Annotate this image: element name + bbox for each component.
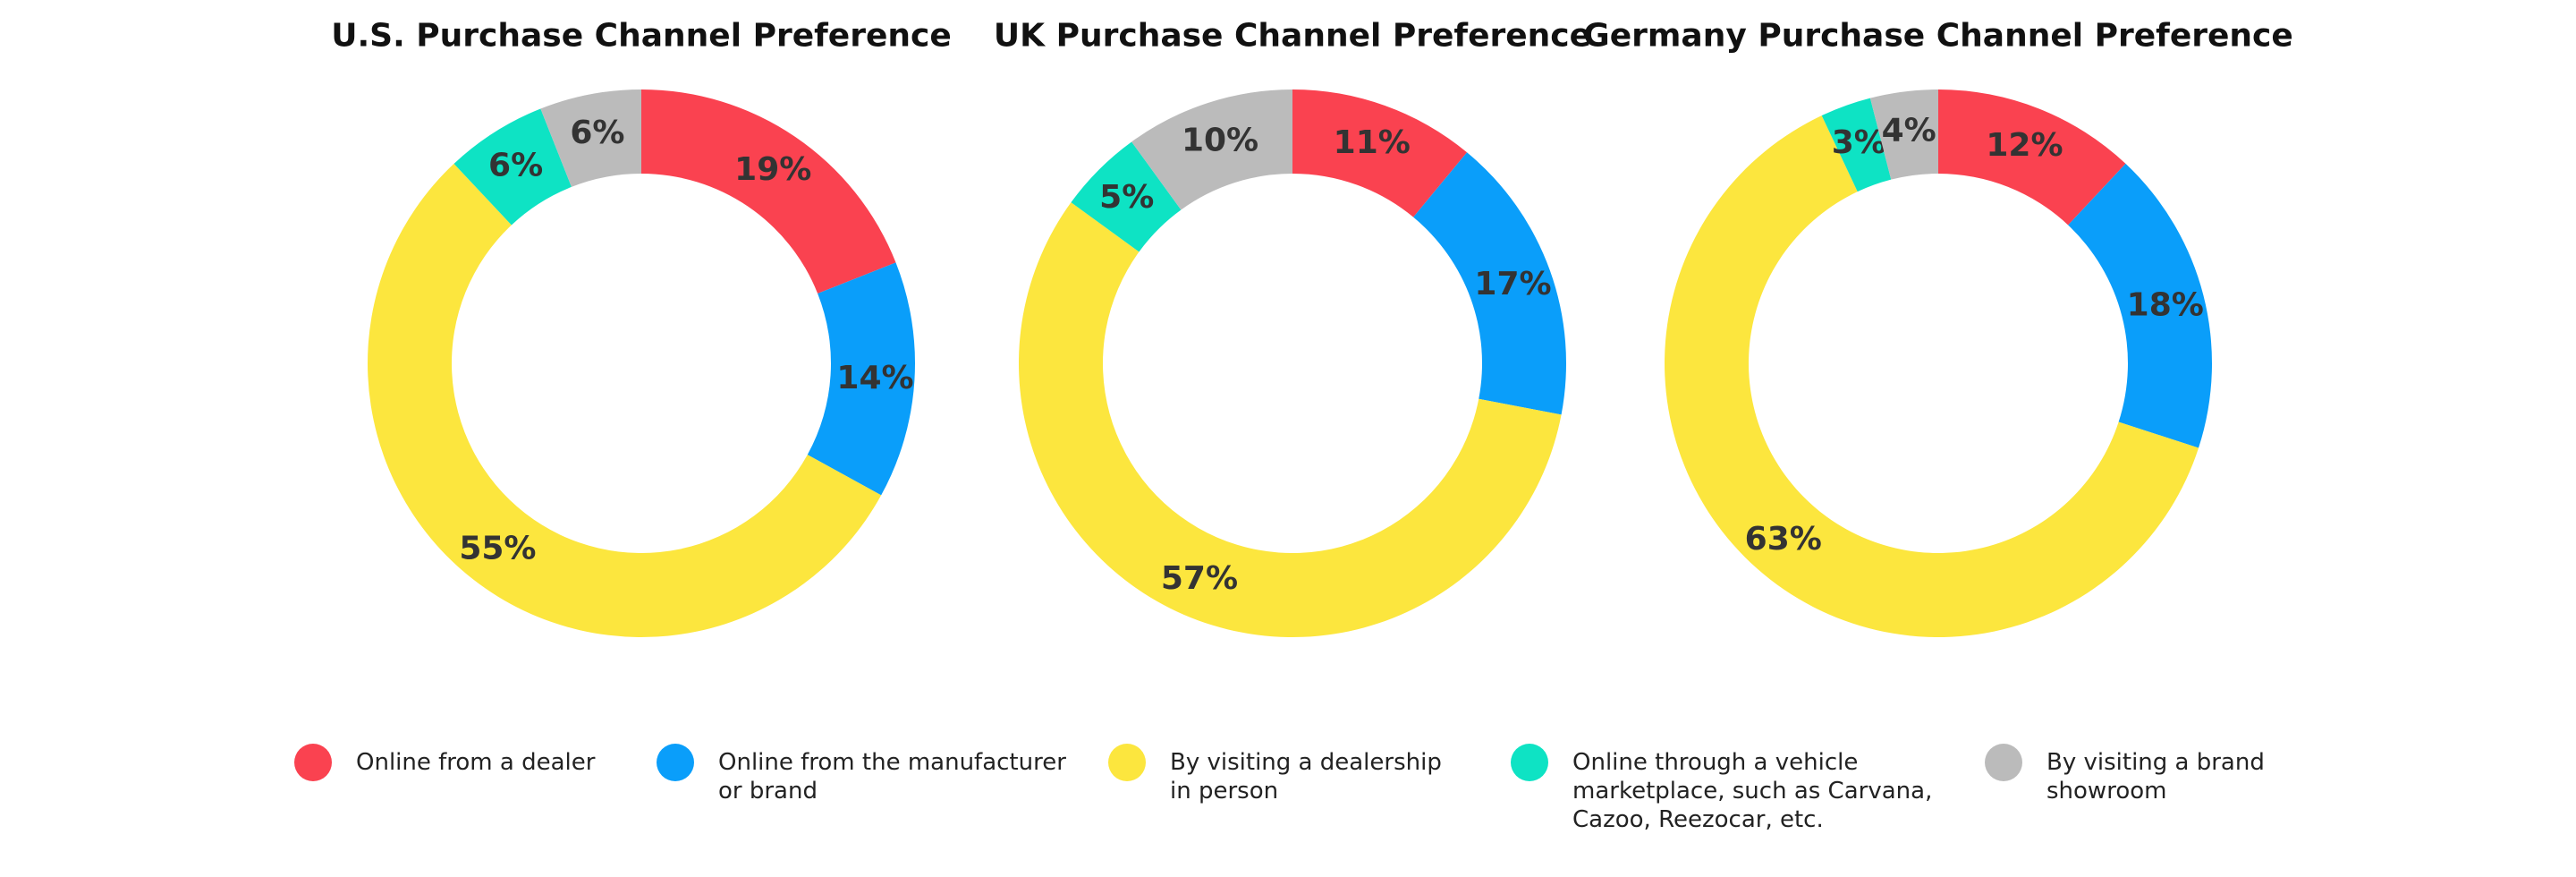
donut-slice-marketplace-online (1821, 98, 1892, 192)
donut-slice-dealer-online (1938, 89, 2126, 226)
donut-slice-marketplace-online (1071, 141, 1182, 252)
donut-slice-dealership-visit (1665, 115, 2199, 637)
legend-label: in person (1170, 778, 1278, 805)
donut-slice-showroom-visit (540, 89, 641, 187)
slice-value-label: 55% (459, 531, 536, 567)
slice-value-label: 57% (1161, 560, 1238, 597)
legend-label: Cazoo, Reezocar, etc. (1572, 806, 1824, 833)
legend-swatch (657, 744, 694, 781)
slice-value-label: 14% (836, 360, 913, 396)
legend-label: By visiting a brand (2046, 749, 2265, 776)
legend-label: Online from a dealer (356, 749, 596, 776)
slice-value-label: 19% (734, 151, 811, 188)
slice-value-label: 63% (1745, 521, 1822, 558)
donut-chart-uk-purchase-channel-preference: UK Purchase Channel Preference 11% 17% 57% 5… (994, 18, 1591, 637)
chart-title: Germany Purchase Channel Preference (1583, 18, 2293, 55)
legend-label: showroom (2046, 778, 2166, 805)
legend-label: marketplace, such as Carvana, (1572, 778, 1932, 805)
legend-swatch (1511, 744, 1548, 781)
slice-value-label: 6% (488, 147, 543, 183)
slice-value-label: 4% (1882, 113, 1936, 149)
slice-value-label: 11% (1334, 124, 1411, 161)
slice-value-label: 17% (1474, 266, 1551, 302)
legend: Online from a dealer Online from the manu… (294, 744, 2265, 833)
chart-title: U.S. Purchase Channel Preference (331, 18, 952, 55)
slice-value-label: 6% (570, 115, 624, 151)
legend-swatch (1108, 744, 1146, 781)
donut-slice-manufacturer-online (807, 262, 915, 496)
slice-value-label: 18% (2127, 286, 2204, 323)
slice-value-label: 12% (1986, 127, 2063, 164)
legend-item-dealer-online: Online from a dealer (294, 744, 596, 781)
charts-layer: U.S. Purchase Channel Preference 19% 14% 55… (331, 18, 2293, 637)
donut-slice-dealership-visit (1019, 202, 1562, 637)
slice-value-label: 3% (1832, 124, 1886, 161)
donut-slice-dealership-visit (368, 163, 882, 637)
donut-slice-showroom-visit (1869, 89, 1938, 180)
slice-value-label: 10% (1182, 122, 1258, 158)
legend-label: Online from the manufacturer (718, 749, 1066, 776)
legend-swatch (294, 744, 332, 781)
donut-slice-dealer-online (641, 89, 896, 294)
donut-chart-u-s-purchase-channel-preference: U.S. Purchase Channel Preference 19% 14% 55… (331, 18, 952, 637)
donut-slice-showroom-visit (1131, 89, 1292, 210)
slice-value-label: 5% (1099, 179, 1154, 216)
legend-label: By visiting a dealership (1170, 749, 1442, 776)
donut-slice-manufacturer-online (2068, 163, 2212, 448)
legend-label: Online through a vehicle (1572, 749, 1858, 776)
legend-label: or brand (718, 778, 818, 805)
donut-slice-manufacturer-online (1413, 152, 1567, 415)
donut-slice-dealer-online (1292, 89, 1468, 217)
legend-swatch (1985, 744, 2022, 781)
donut-slice-marketplace-online (453, 108, 572, 226)
donut-chart-germany-purchase-channel-preference: Germany Purchase Channel Preference 12% 18… (1583, 18, 2293, 637)
chart-title: UK Purchase Channel Preference (994, 18, 1591, 55)
